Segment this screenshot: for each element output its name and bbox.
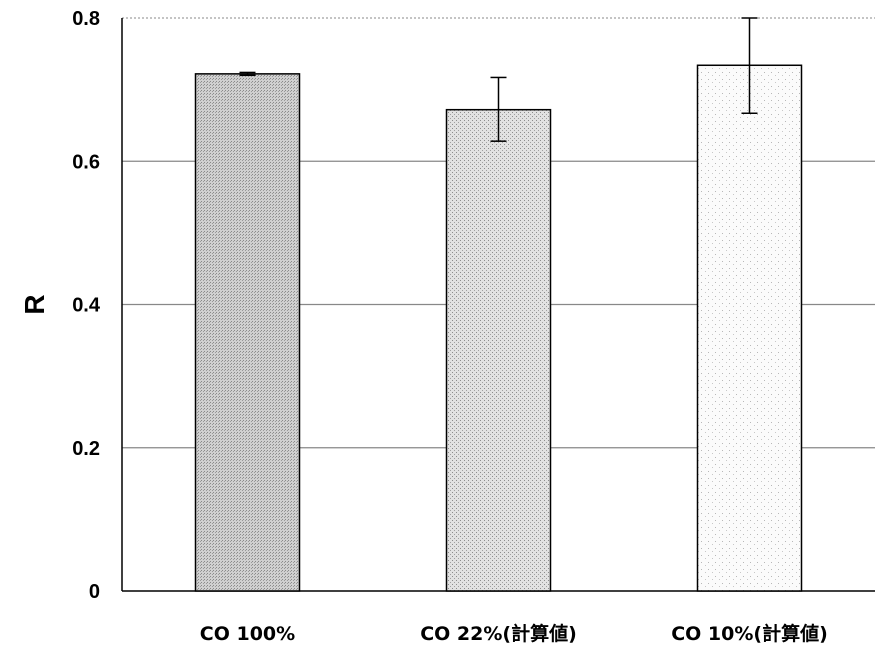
labels: 0 0.2 0.4 0.6 0.8 R CO 100% CO 22%(計算値) CO 10%(計… xyxy=(19,8,828,645)
error-bars xyxy=(239,17,758,142)
y-tick-label: 0.8 xyxy=(72,8,100,30)
y-tick-label: 0.4 xyxy=(72,295,101,317)
x-category-label: CO 100% xyxy=(200,623,295,645)
y-axis-title: R xyxy=(19,294,50,314)
x-category-label: CO 10%(計算値) xyxy=(671,622,828,645)
y-tick-label: 0.6 xyxy=(72,151,100,173)
y-tick-label: 0.2 xyxy=(72,438,100,460)
bar-1 xyxy=(445,108,552,592)
bar-0 xyxy=(194,73,301,592)
y-tick-label: 0 xyxy=(89,581,100,603)
bars xyxy=(194,64,803,592)
x-category-label: CO 22%(計算値) xyxy=(420,622,577,645)
bar-2 xyxy=(696,64,803,592)
